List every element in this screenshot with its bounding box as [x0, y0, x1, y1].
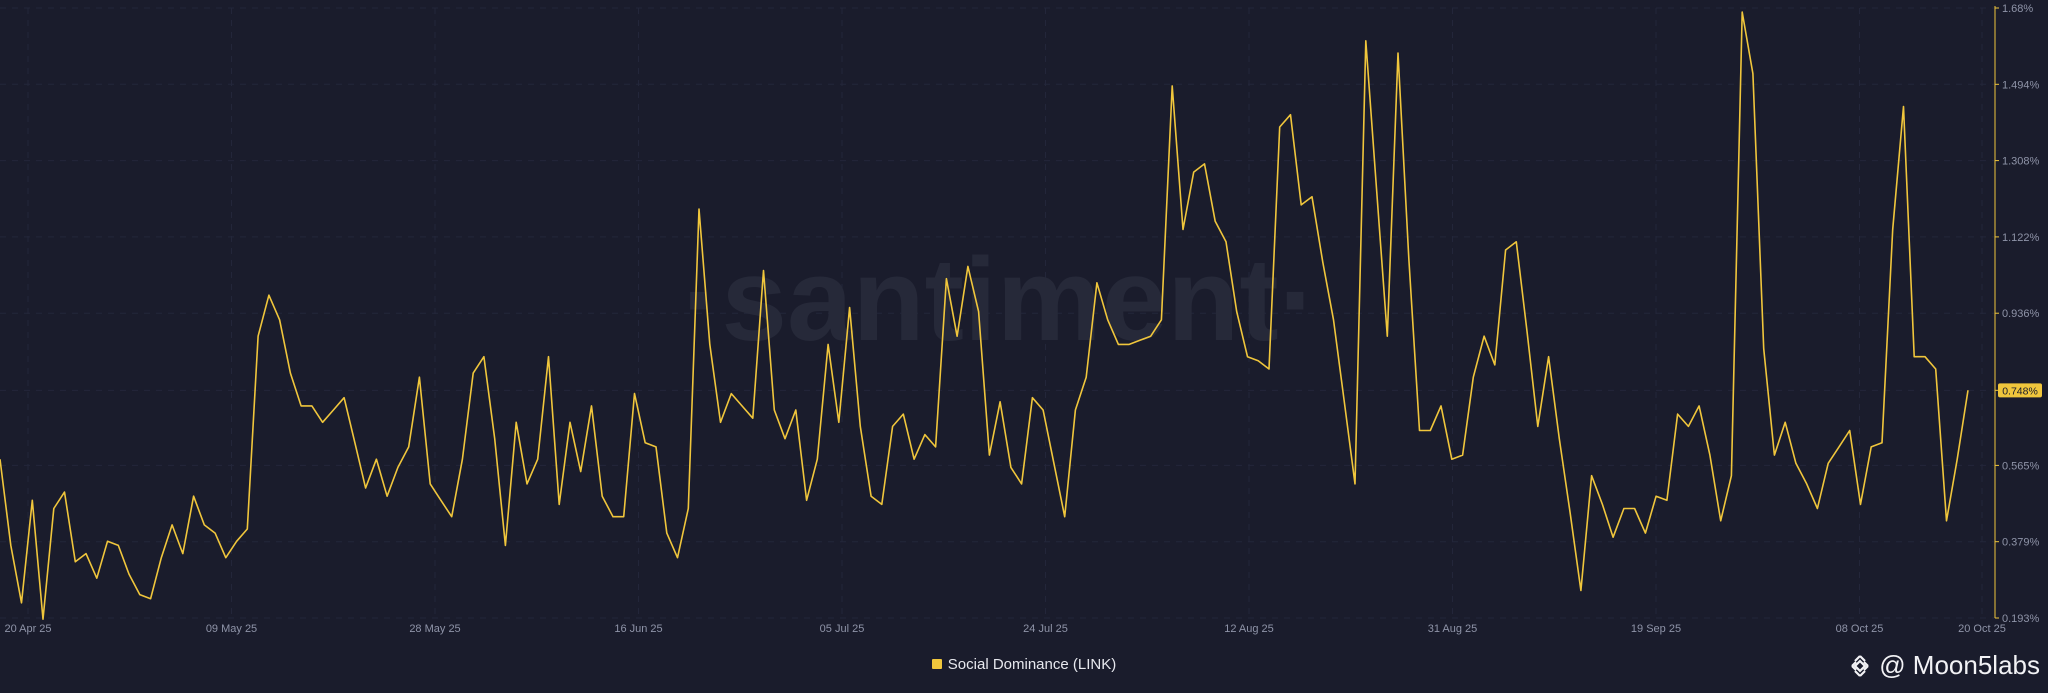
- santiment-watermark: ·santiment·: [682, 234, 1318, 366]
- y-tick-label: 1.494%: [2002, 79, 2040, 91]
- y-tick-label: 0.193%: [2002, 613, 2040, 625]
- y-tick-label: 1.308%: [2002, 156, 2040, 168]
- x-tick-label: 05 Jul 25: [820, 623, 865, 635]
- x-tick-label: 20 Apr 25: [4, 623, 51, 635]
- x-tick-label: 12 Aug 25: [1224, 623, 1274, 635]
- y-tick-label: 0.379%: [2002, 537, 2040, 549]
- y-tick-label: 1.68%: [2002, 3, 2033, 15]
- x-tick-label: 16 Jun 25: [614, 623, 662, 635]
- x-tick-label: 24 Jul 25: [1023, 623, 1068, 635]
- legend-swatch: [931, 659, 942, 669]
- x-tick-label: 20 Oct 25: [1958, 623, 2006, 635]
- y-tick-label: 0.565%: [2002, 460, 2040, 472]
- binance-logo-icon: [1851, 654, 1869, 677]
- current-value-badge: 0.748%: [1998, 383, 2042, 398]
- credit-text: @ Moon5labs: [1879, 650, 2040, 680]
- credit-watermark: @ Moon5labs: [1847, 650, 2040, 681]
- y-tick-label: 0.936%: [2002, 308, 2040, 320]
- legend-label: Social Dominance (LINK): [947, 656, 1117, 673]
- current-value-label: 0.748%: [2002, 385, 2038, 397]
- x-tick-label: 19 Sep 25: [1631, 623, 1681, 635]
- x-tick-label: 31 Aug 25: [1428, 623, 1478, 635]
- x-axis-ticks: 20 Apr 25 09 May 25 28 May 25 16 Jun 25 05 J…: [4, 623, 2005, 635]
- series-line-social-dominance: [0, 11, 1969, 620]
- x-tick-label: 28 May 25: [409, 623, 460, 635]
- y-axis-ticks: 1.68% 1.494% 1.308% 1.122% 0.936% 0.565% 0.379…: [1995, 3, 2040, 625]
- chart-grid: [0, 7, 1995, 619]
- x-tick-label: 09 May 25: [206, 623, 257, 635]
- line-chart[interactable]: ·santiment· 20 Apr 25 09 May 25 28 May 25 1…: [0, 0, 2048, 640]
- y-tick-label: 1.122%: [2002, 232, 2040, 244]
- x-tick-label: 08 Oct 25: [1836, 623, 1884, 635]
- chart-legend[interactable]: Social Dominance (LINK): [0, 656, 2048, 673]
